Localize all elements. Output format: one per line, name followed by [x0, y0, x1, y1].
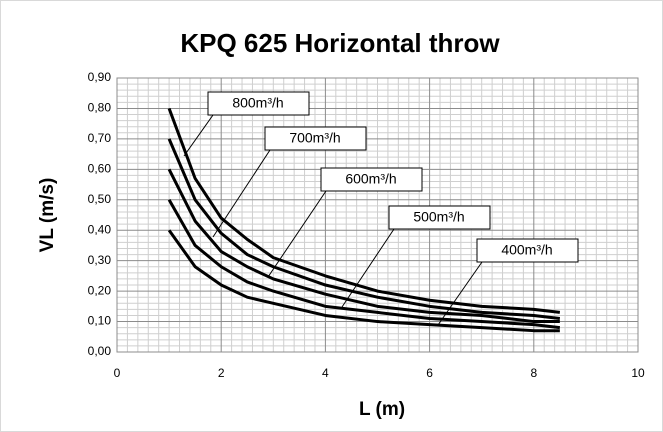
y-tick-label: 0,40 — [88, 222, 112, 236]
series-label: 700m³/h — [289, 130, 340, 146]
x-tick-label: 4 — [322, 366, 329, 380]
leader-line — [183, 114, 214, 157]
y-tick-label: 0,00 — [88, 344, 112, 358]
series-line — [167, 168, 560, 324]
leader-line — [212, 149, 271, 238]
label-box — [264, 126, 367, 151]
series-line — [167, 138, 561, 321]
label-box — [320, 167, 423, 192]
label-box — [207, 91, 310, 116]
x-tick-label: 8 — [530, 366, 537, 380]
leader-line — [437, 261, 483, 326]
x-tick-label: 0 — [114, 366, 121, 380]
y-tick-label: 0,50 — [88, 192, 112, 206]
y-tick-label: 0,60 — [88, 162, 112, 176]
x-tick-label: 2 — [218, 366, 225, 380]
y-axis-label: VL (m/s) — [37, 178, 58, 253]
series-line — [167, 199, 561, 330]
y-tick-label: 0,90 — [88, 70, 112, 84]
x-tick-label: 6 — [426, 366, 433, 380]
y-tick-label: 0,10 — [88, 314, 112, 328]
series-line — [167, 229, 560, 333]
x-axis-label: L (m) — [359, 399, 405, 420]
y-tick-label: 0,20 — [88, 283, 112, 297]
plot-border — [116, 77, 639, 353]
series-label: 400m³/h — [501, 242, 552, 258]
x-tick-label: 10 — [631, 366, 645, 380]
series-line — [167, 107, 561, 314]
label-box — [476, 238, 579, 263]
y-tick-label: 0,80 — [88, 101, 112, 115]
series-label: 500m³/h — [413, 209, 464, 225]
y-tick-label: 0,70 — [88, 131, 112, 145]
chart-title: KPQ 625 Horizontal throw — [180, 28, 500, 58]
series-label: 800m³/h — [232, 95, 283, 111]
leader-line — [267, 190, 327, 278]
label-box — [388, 205, 491, 230]
leader-line — [341, 228, 395, 308]
y-tick-label: 0,30 — [88, 253, 112, 267]
series-label: 600m³/h — [345, 171, 396, 187]
